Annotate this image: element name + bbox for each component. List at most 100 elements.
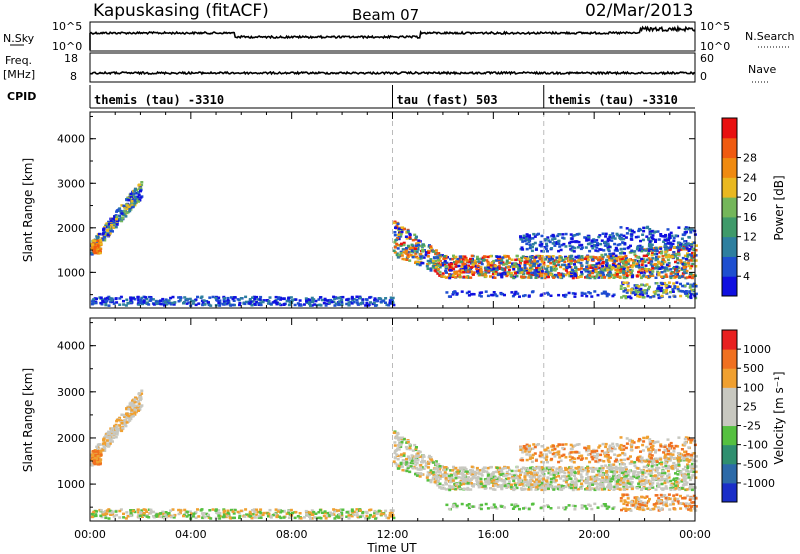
echo-cell	[491, 488, 495, 491]
echo-cell	[648, 274, 652, 278]
echo-cell	[492, 267, 496, 270]
echo-cell	[92, 461, 96, 465]
echo-cell	[492, 259, 496, 263]
echo-cell	[545, 267, 549, 271]
echo-cell	[208, 296, 212, 299]
echo-cell	[564, 273, 568, 277]
echo-cell	[660, 250, 664, 253]
echo-cell	[275, 302, 279, 306]
echo-cell	[641, 266, 644, 269]
echo-cell	[657, 466, 661, 470]
echo-cell	[625, 291, 629, 294]
nave-tick-top: 60	[700, 52, 714, 65]
echo-cell	[163, 513, 167, 517]
echo-cell	[568, 244, 572, 248]
echo-cell	[505, 470, 509, 474]
echo-cell	[535, 486, 539, 489]
echo-cell	[447, 263, 451, 266]
echo-cell	[236, 298, 240, 301]
echo-cell	[686, 465, 690, 468]
echo-cell	[450, 267, 454, 270]
echo-cell	[259, 295, 263, 299]
echo-cell	[229, 304, 233, 307]
echo-cell	[694, 292, 698, 296]
echo-cell	[519, 487, 523, 490]
echo-cell	[642, 291, 646, 295]
echo-cell	[651, 481, 655, 485]
echo-cell	[410, 454, 414, 457]
echo-cell	[133, 411, 137, 414]
echo-cell	[635, 265, 639, 268]
echo-cell	[257, 516, 261, 519]
echo-cell	[534, 256, 538, 259]
echo-cell	[125, 417, 129, 420]
echo-cell	[514, 264, 518, 268]
echo-cell	[557, 293, 561, 297]
echo-cell	[661, 474, 665, 477]
echo-cell	[520, 470, 524, 474]
echo-cell	[396, 222, 400, 226]
echo-cell	[426, 474, 430, 478]
echo-cell	[327, 299, 331, 302]
echo-cell	[657, 483, 661, 486]
echo-cell	[521, 255, 525, 258]
echo-cell	[638, 485, 641, 488]
echo-cell	[632, 264, 636, 267]
echo-cell	[217, 514, 221, 517]
colorbar-segment	[722, 177, 737, 198]
echo-cell	[421, 245, 424, 248]
echo-cell	[593, 264, 597, 267]
echo-cell	[426, 267, 430, 270]
echo-cell	[687, 264, 691, 268]
echo-cell	[629, 244, 632, 248]
echo-cell	[674, 275, 678, 278]
echo-cell	[139, 511, 142, 514]
echo-cell	[473, 470, 477, 474]
echo-cell	[640, 474, 644, 478]
echo-cell	[609, 483, 613, 487]
echo-cell	[654, 230, 658, 233]
echo-cell	[112, 223, 116, 226]
echo-cell	[501, 256, 505, 259]
echo-cell	[588, 242, 592, 245]
echo-cell	[454, 466, 458, 470]
echo-cell	[619, 269, 623, 273]
echo-cell	[609, 272, 613, 275]
echo-cell	[647, 257, 651, 260]
echo-cell	[641, 477, 644, 481]
echo-cell	[261, 513, 265, 517]
echo-cell	[585, 294, 589, 298]
echo-cell	[605, 471, 608, 474]
echo-cell	[679, 282, 682, 286]
echo-cell	[540, 488, 544, 492]
echo-cell	[92, 298, 96, 301]
echo-cell	[465, 276, 468, 279]
echo-cell	[526, 235, 530, 238]
echo-cell	[105, 226, 109, 229]
echo-cell	[570, 270, 574, 273]
echo-cell	[655, 459, 659, 462]
echo-cell	[340, 300, 343, 303]
echo-cell	[588, 249, 592, 253]
echo-cell	[147, 303, 151, 306]
echo-cell	[659, 234, 663, 238]
echo-cell	[408, 446, 412, 450]
echo-cell	[694, 285, 698, 288]
echo-cell	[687, 226, 690, 230]
echo-cell	[519, 238, 523, 241]
echo-cell	[558, 257, 561, 260]
echo-cell	[140, 389, 144, 392]
echo-cell	[128, 419, 132, 422]
echo-cell	[548, 468, 551, 471]
echo-cell	[654, 276, 658, 279]
echo-cell	[543, 488, 547, 492]
echo-cell	[309, 517, 312, 520]
echo-cell	[687, 227, 691, 231]
echo-cell	[681, 455, 685, 458]
echo-cell	[436, 252, 440, 255]
echo-cell	[96, 447, 100, 451]
echo-cell	[393, 462, 397, 465]
echo-cell	[558, 233, 562, 236]
echo-cell	[364, 517, 368, 520]
echo-cell	[426, 255, 430, 258]
